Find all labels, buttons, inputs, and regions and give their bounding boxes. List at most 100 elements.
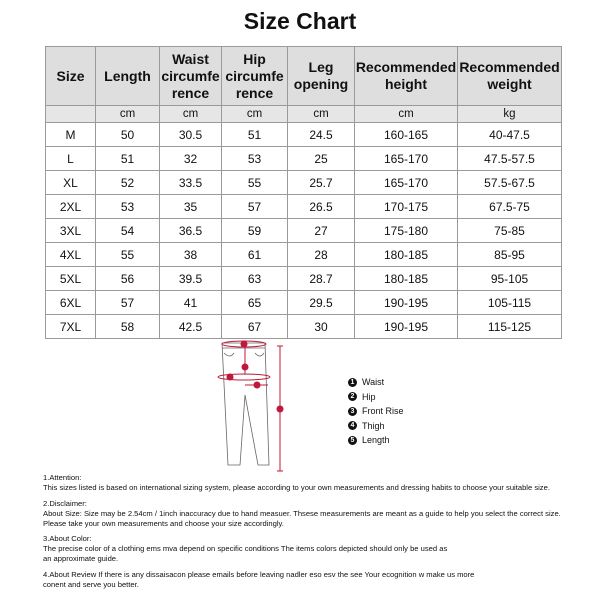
table-cell: L — [45, 146, 96, 171]
table-cell: 165-170 — [354, 146, 458, 171]
notes-section: 1.Attention: This sizes listed is based o… — [43, 473, 593, 595]
number-badge-icon: 2 — [348, 392, 357, 402]
table-cell: 190-195 — [354, 314, 458, 339]
note-line: This sizes listed is based on internatio… — [43, 483, 550, 492]
table-cell: 105-115 — [457, 290, 562, 315]
note-line: conent and serve you better. — [43, 579, 139, 589]
pants-measurement-diagram — [217, 340, 284, 472]
note-line: Please take your own measurements and ch… — [43, 518, 284, 528]
note-line: About Size: Size may be 2.54cm / 1inch i… — [43, 508, 561, 518]
size-table: Size Length Waist circumfe rence Hip circum… — [45, 46, 562, 339]
column-header: Recommended weight — [457, 46, 562, 106]
note-line: an approximate guide. — [43, 554, 119, 563]
table-row: 5XL 56 39.5 63 28.7 180-185 95-105 — [45, 266, 562, 291]
number-badge-icon: 1 — [348, 377, 357, 387]
page-title: Size Chart — [243, 8, 357, 34]
table-cell: 28 — [287, 242, 355, 267]
table-cell: 57 — [221, 194, 288, 219]
table-cell: 52 — [95, 170, 160, 195]
table-cell: 53 — [95, 194, 160, 219]
table-cell: 39.5 — [159, 266, 222, 291]
note-line: The precise color of a clothing ems mva … — [43, 544, 448, 553]
number-badge-icon: 5 — [348, 435, 357, 445]
table-cell: 35 — [159, 194, 222, 219]
table-cell: 54 — [95, 218, 160, 243]
table-row: 6XL 57 41 65 29.5 190-195 105-115 — [45, 290, 562, 315]
table-cell: 4XL — [45, 242, 96, 267]
number-badge-icon: 4 — [348, 421, 357, 431]
note-paragraph: 2.Disclaimer: About Size: Size may be 2.5… — [43, 499, 593, 529]
note-heading: 1.Attention: — [43, 473, 82, 482]
table-cell: 57.5-67.5 — [457, 170, 562, 195]
table-cell: 160-165 — [354, 122, 458, 147]
table-cell: 55 — [221, 170, 288, 195]
table-cell: 63 — [221, 266, 288, 291]
table-cell: 190-195 — [354, 290, 458, 315]
table-cell: 57 — [95, 290, 160, 315]
table-cell: 58 — [95, 314, 160, 339]
legend-label: Waist — [362, 377, 385, 388]
table-row: 3XL 54 36.5 59 27 175-180 75-85 — [45, 218, 562, 243]
column-header: Length — [95, 46, 160, 106]
note-paragraph: 3.About Color: The precise color of a clo… — [43, 534, 593, 564]
table-row: L 51 32 53 25 165-170 47.5-57.5 — [45, 146, 562, 171]
note-paragraph: 4.About Review If there is any dissaisac… — [43, 570, 593, 590]
table-cell: 67.5-75 — [457, 194, 562, 219]
unit-cell: cm — [287, 105, 355, 123]
table-cell: 32 — [159, 146, 222, 171]
table-row: XL 52 33.5 55 25.7 165-170 57.5-67.5 — [45, 170, 562, 195]
table-cell: 30.5 — [159, 122, 222, 147]
unit-cell — [45, 105, 96, 123]
column-header: Waist circumfe rence — [159, 46, 222, 106]
legend-item: 4 Thigh — [348, 419, 404, 434]
unit-cell: kg — [457, 105, 562, 123]
column-header: Size — [45, 46, 96, 106]
table-cell: 42.5 — [159, 314, 222, 339]
unit-cell: cm — [354, 105, 458, 123]
table-cell: 56 — [95, 266, 160, 291]
table-cell: 47.5-57.5 — [457, 146, 562, 171]
table-cell: 2XL — [45, 194, 96, 219]
table-cell: 25 — [287, 146, 355, 171]
table-cell: 180-185 — [354, 266, 458, 291]
table-cell: 61 — [221, 242, 288, 267]
table-cell: 170-175 — [354, 194, 458, 219]
table-cell: 55 — [95, 242, 160, 267]
table-cell: 50 — [95, 122, 160, 147]
table-cell: 29.5 — [287, 290, 355, 315]
table-cell: 28.7 — [287, 266, 355, 291]
table-cell: 36.5 — [159, 218, 222, 243]
note-heading: 2.Disclaimer: — [43, 498, 87, 508]
table-cell: 75-85 — [457, 218, 562, 243]
unit-cell: cm — [221, 105, 288, 123]
table-cell: 7XL — [45, 314, 96, 339]
table-cell: 41 — [159, 290, 222, 315]
table-cell: 95-105 — [457, 266, 562, 291]
table-cell: 65 — [221, 290, 288, 315]
legend-item: 3 Front Rise — [348, 404, 404, 419]
table-cell: 67 — [221, 314, 288, 339]
table-cell: 25.7 — [287, 170, 355, 195]
table-cell: 51 — [221, 122, 288, 147]
table-row: 4XL 55 38 61 28 180-185 85-95 — [45, 242, 562, 267]
legend-label: Length — [362, 435, 390, 446]
legend-item: 5 Length — [348, 433, 404, 448]
table-cell: 38 — [159, 242, 222, 267]
table-cell: 51 — [95, 146, 160, 171]
table-row: M 50 30.5 51 24.5 160-165 40-47.5 — [45, 122, 562, 147]
table-cell: 3XL — [45, 218, 96, 243]
column-header: Recommended height — [354, 46, 458, 106]
table-cell: M — [45, 122, 96, 147]
table-cell: 165-170 — [354, 170, 458, 195]
number-badge-icon: 3 — [348, 406, 357, 416]
table-cell: 85-95 — [457, 242, 562, 267]
unit-cell: cm — [95, 105, 160, 123]
legend-label: Front Rise — [362, 406, 404, 417]
table-cell: 53 — [221, 146, 288, 171]
legend-item: 1 Waist — [348, 375, 404, 390]
table-cell: 180-185 — [354, 242, 458, 267]
legend-item: 2 Hip — [348, 390, 404, 405]
legend-label: Hip — [362, 391, 376, 402]
table-cell: 175-180 — [354, 218, 458, 243]
column-header: Hip circumfe rence — [221, 46, 288, 106]
